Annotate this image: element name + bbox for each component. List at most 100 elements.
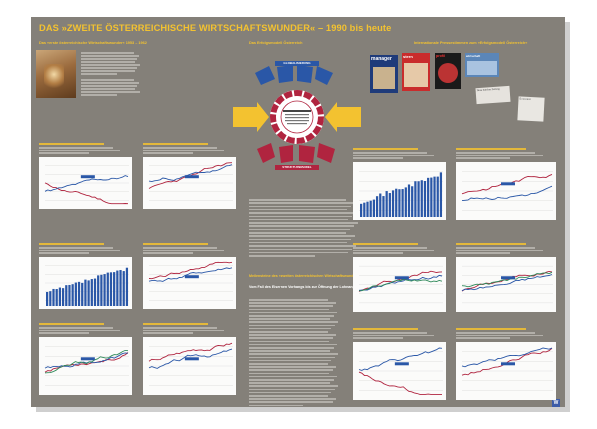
text-line <box>249 334 336 336</box>
globalization-block-2 <box>277 65 293 83</box>
text-line <box>249 363 329 365</box>
chart-series-line <box>148 267 233 282</box>
text-line <box>456 252 510 254</box>
text-line <box>143 327 217 329</box>
text-line <box>39 147 113 149</box>
chart-bar <box>58 287 62 306</box>
chart-series-line <box>148 348 233 369</box>
chart-bar <box>420 180 423 217</box>
chart-caption-bar <box>353 328 419 330</box>
text-line <box>249 353 338 355</box>
chart-bar <box>122 271 125 306</box>
chart-bar <box>103 274 106 306</box>
text-line <box>249 356 335 359</box>
chart-panel <box>456 162 556 220</box>
text-line <box>81 94 117 96</box>
text-line <box>249 248 353 250</box>
chart-svg <box>45 265 129 306</box>
text-line <box>249 391 332 394</box>
chart-series-label <box>184 275 199 279</box>
text-line <box>249 347 334 349</box>
text-line <box>249 385 338 387</box>
chart-caption-bar <box>353 243 419 245</box>
chart-panel <box>143 157 236 209</box>
chart-bar <box>119 270 122 306</box>
text-line <box>249 321 338 323</box>
text-line <box>143 332 194 334</box>
chart-bar <box>74 282 77 306</box>
chart-series-line <box>358 347 443 371</box>
chart-series-line <box>148 261 233 280</box>
chart-series-line <box>148 342 233 362</box>
chart-svg <box>358 347 443 395</box>
chart-series-label <box>184 357 199 361</box>
text-line <box>39 249 120 252</box>
text-line <box>249 255 315 257</box>
chart-caption-bar <box>456 148 526 150</box>
text-line <box>249 369 333 371</box>
text-line <box>81 58 137 60</box>
text-line <box>249 305 333 307</box>
chart-bar <box>379 193 382 217</box>
chart-series-line <box>44 182 129 205</box>
text-line <box>456 334 543 337</box>
text-line <box>249 395 329 397</box>
text-line <box>249 343 337 346</box>
center-ring <box>270 90 324 144</box>
chart-bar <box>404 187 407 217</box>
success-model-diagram <box>233 61 361 170</box>
chart-svg <box>461 347 553 391</box>
text-line <box>353 337 404 339</box>
text-line <box>249 366 336 368</box>
chart-bar <box>372 199 376 217</box>
globalization-banner <box>275 61 319 66</box>
chart-panel <box>456 342 556 400</box>
text-line <box>81 79 134 81</box>
chart-bar <box>398 189 401 217</box>
chart-bar <box>77 281 81 306</box>
historic-photo <box>36 50 76 98</box>
text-line <box>81 82 139 84</box>
text-line <box>249 382 331 384</box>
text-line <box>353 154 434 157</box>
text-line <box>249 359 332 362</box>
section-heading-right: Internationale Pressestimmen zum »Erfolg… <box>414 41 528 45</box>
chart-bar <box>369 200 372 217</box>
chart-bar <box>427 177 430 217</box>
text-line <box>249 238 352 241</box>
text-line <box>249 245 357 247</box>
chart-series-line <box>358 371 442 395</box>
chart-bar <box>382 196 385 217</box>
chart-series-line <box>358 274 443 291</box>
chart-panel <box>39 157 132 209</box>
chart-caption-bar <box>39 323 105 325</box>
text-line <box>249 199 346 201</box>
text-line <box>39 327 113 329</box>
magazine-cover-stern: stern <box>402 53 430 91</box>
text-line <box>456 247 536 249</box>
chart-series-label <box>80 357 95 361</box>
text-line <box>249 235 356 237</box>
left-arrow <box>233 102 269 132</box>
chart-caption-bar <box>143 323 209 325</box>
text-line <box>39 152 90 154</box>
chart-bar <box>436 176 439 217</box>
text-line <box>249 401 333 403</box>
text-line <box>249 318 331 320</box>
text-line <box>249 337 333 339</box>
text-line <box>249 324 335 327</box>
text-line <box>249 340 330 343</box>
chart-panel <box>353 342 446 400</box>
text-line <box>353 332 427 334</box>
text-line <box>143 252 194 254</box>
milestones-subheading: Vom Fall des Eisernen Vorhangs bis zur Ö… <box>249 285 369 289</box>
poster: DAS »ZWEITE ÖSTERREICHISCHE WIRTSCHAFTSW… <box>31 17 565 407</box>
chart-series-line <box>44 175 129 192</box>
chart-panel <box>39 257 132 309</box>
chart-bar <box>391 190 395 217</box>
text-line <box>249 232 346 234</box>
magazine-cover-wirtschaft: wirtschaft <box>465 53 499 77</box>
chart-bar <box>423 181 427 217</box>
chart-bar <box>407 184 411 217</box>
text-line <box>81 64 140 66</box>
